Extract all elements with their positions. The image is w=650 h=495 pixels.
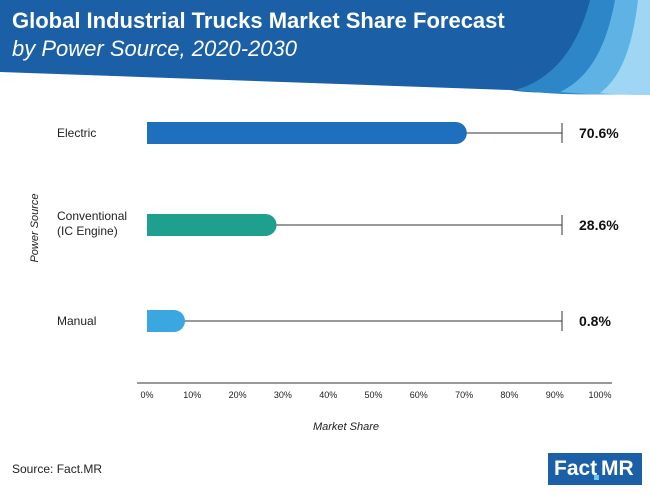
bar xyxy=(147,122,467,144)
x-tick-label: 30% xyxy=(274,390,292,400)
category-label: Conventional (IC Engine) xyxy=(57,209,127,238)
category-label-line: Manual xyxy=(57,314,96,328)
x-axis-title: Market Share xyxy=(313,421,379,433)
chart-subtitle: by Power Source, 2020-2030 xyxy=(12,36,297,61)
category-label-line: Electric xyxy=(57,126,96,140)
category-label-line: Conventional xyxy=(57,209,127,223)
header-background xyxy=(0,0,650,95)
chart-title: Global Industrial Trucks Market Share Fo… xyxy=(12,8,505,33)
x-tick-label: 80% xyxy=(500,390,518,400)
x-tick-label: 20% xyxy=(229,390,247,400)
logo-text-left: Fact xyxy=(554,457,598,480)
header-banner: Global Industrial Trucks Market Share Fo… xyxy=(0,0,650,95)
factmr-logo: Fact MR xyxy=(548,453,642,485)
logo-text-right: MR xyxy=(601,457,634,480)
x-tick-label: 60% xyxy=(410,390,428,400)
x-tick-label: 50% xyxy=(364,390,382,400)
category-label: Manual xyxy=(57,314,96,328)
header-wave-3 xyxy=(600,0,650,95)
x-tick-label: 90% xyxy=(546,390,564,400)
bar xyxy=(147,214,277,236)
logo-dot xyxy=(594,475,599,480)
x-tick-label: 10% xyxy=(183,390,201,400)
value-label: 28.6% xyxy=(579,217,619,233)
header-band xyxy=(0,0,650,93)
x-tick-label: 40% xyxy=(319,390,337,400)
category-label: Electric xyxy=(57,126,96,140)
x-tick-label: 0% xyxy=(140,390,153,400)
x-tick-label: 70% xyxy=(455,390,473,400)
x-tick-label: 100% xyxy=(588,390,611,400)
bar xyxy=(147,310,185,332)
category-label-line: (IC Engine) xyxy=(57,224,118,238)
source-note: Source: Fact.MR xyxy=(12,462,103,476)
value-label: 70.6% xyxy=(579,125,619,141)
y-axis-title: Power Source xyxy=(29,193,41,262)
value-label: 0.8% xyxy=(579,313,611,329)
